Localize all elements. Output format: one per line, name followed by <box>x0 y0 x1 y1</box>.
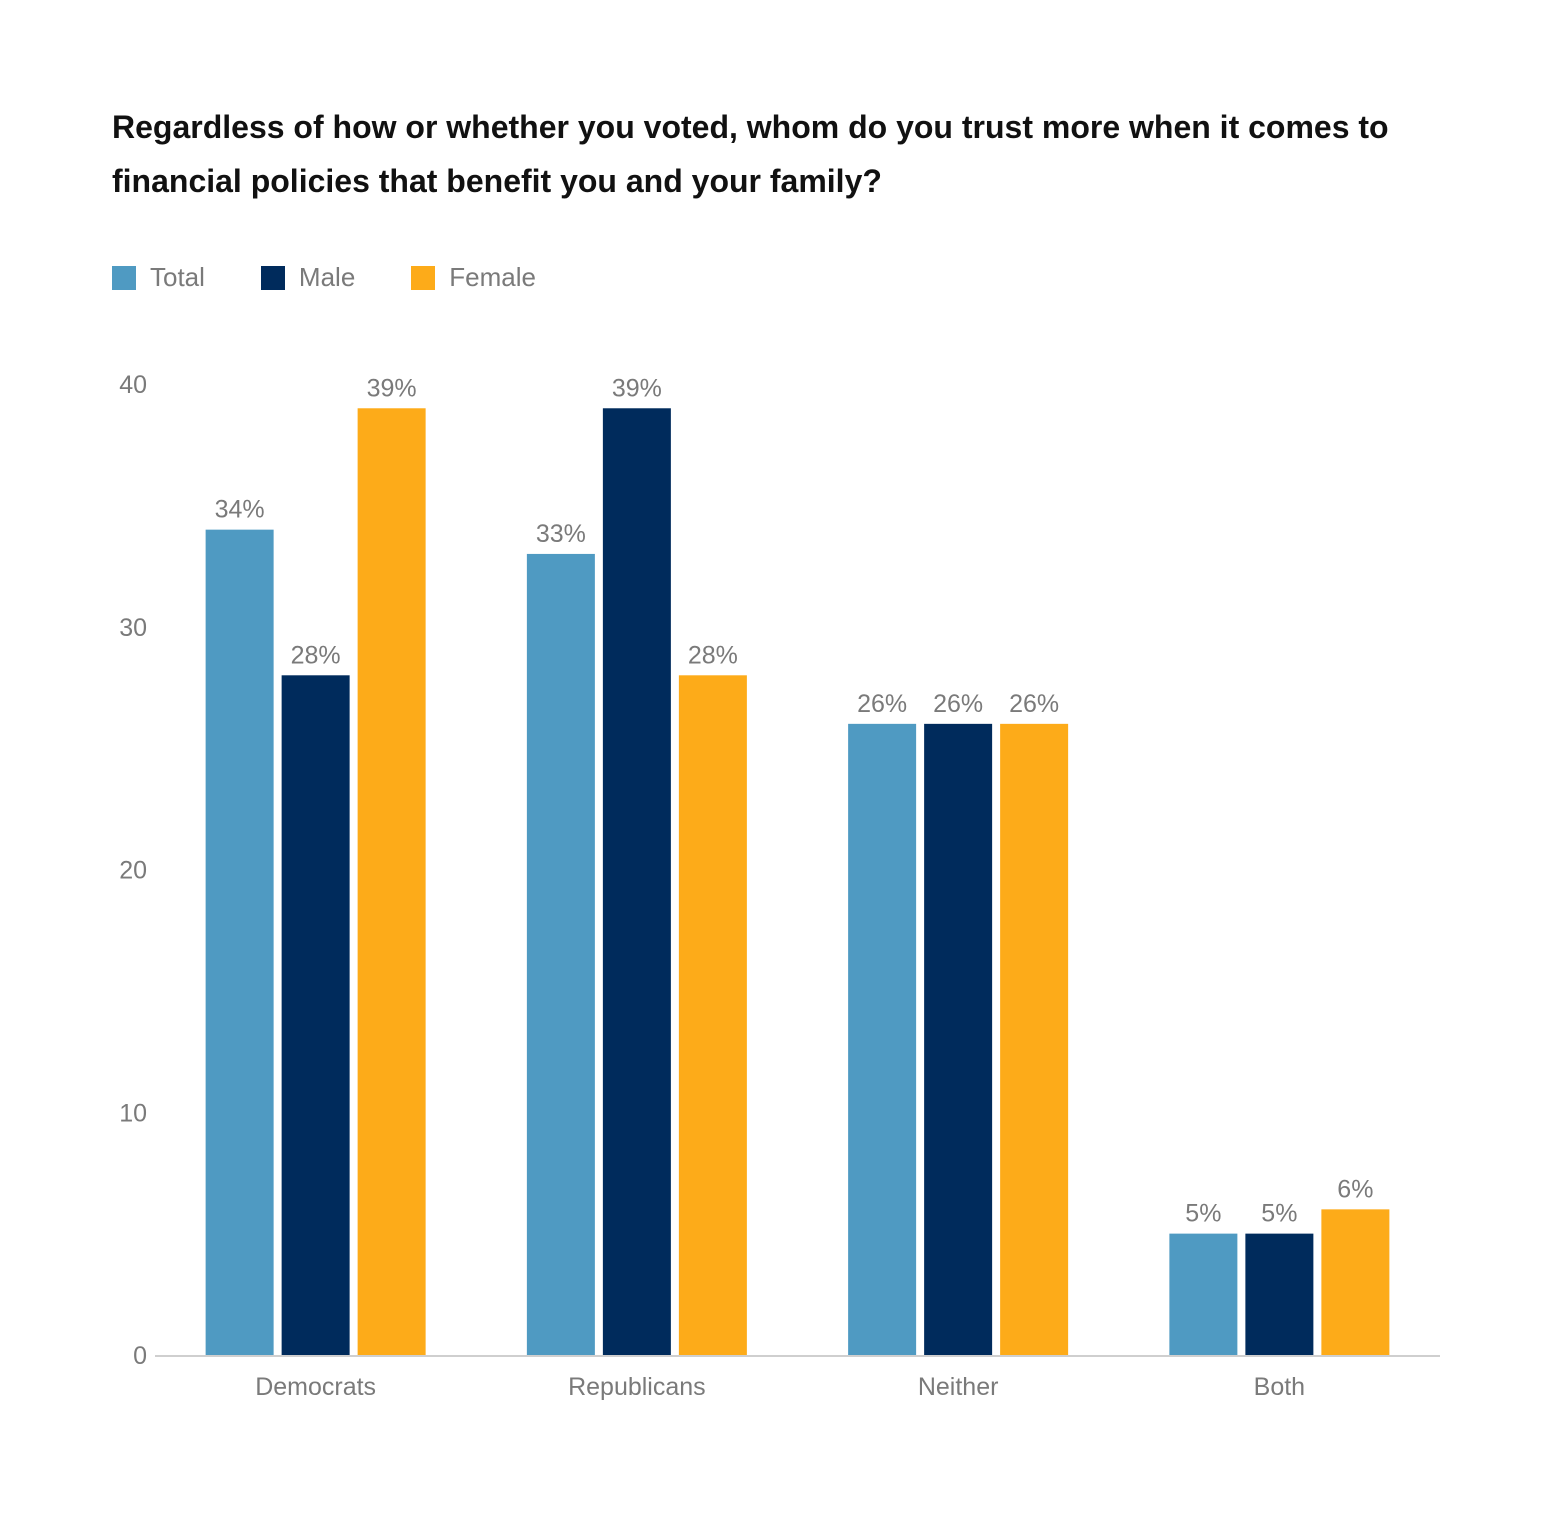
bar-female <box>1000 723 1069 1355</box>
y-tick-label: 20 <box>119 857 147 885</box>
data-label: 34% <box>215 496 265 524</box>
y-tick-label: 0 <box>133 1342 147 1370</box>
data-label: 33% <box>536 520 586 548</box>
data-label: 6% <box>1337 1175 1373 1203</box>
data-label: 5% <box>1185 1200 1221 1228</box>
data-label: 39% <box>367 374 417 402</box>
legend-item-male[interactable]: Male <box>260 262 356 293</box>
data-label: 26% <box>933 690 983 718</box>
x-category-label: Both <box>1254 1373 1305 1401</box>
bar-male <box>602 408 671 1355</box>
x-category-label: Democrats <box>255 1373 376 1401</box>
legend-item-total[interactable]: Total <box>112 262 205 293</box>
legend-swatch-total <box>112 265 136 290</box>
legend-label-female: Female <box>449 262 536 292</box>
chart-title: Regardless of how or whether you voted, … <box>112 109 1389 199</box>
legend-label-total: Total <box>150 262 205 292</box>
legend-label-male: Male <box>298 262 356 292</box>
bar-male <box>1245 1233 1314 1355</box>
data-label: 26% <box>857 690 907 718</box>
bar-total <box>526 553 595 1355</box>
bar-female <box>1321 1209 1390 1355</box>
bar-male <box>281 675 350 1355</box>
legend: Total Male Female <box>112 262 592 293</box>
bar-total <box>1169 1233 1238 1355</box>
data-label: 28% <box>291 641 341 669</box>
y-tick-label: 30 <box>119 614 147 642</box>
x-category-label: Neither <box>918 1373 999 1401</box>
bar-male <box>924 723 993 1355</box>
bar-female <box>357 408 426 1355</box>
data-label: 39% <box>612 374 662 402</box>
bar-female <box>678 675 747 1355</box>
legend-swatch-female <box>411 265 436 290</box>
data-label: 5% <box>1261 1200 1297 1228</box>
y-tick-label: 40 <box>119 371 147 399</box>
bar-total <box>205 529 274 1355</box>
x-category-label: Republicans <box>568 1373 706 1401</box>
bar-total <box>848 723 917 1355</box>
legend-swatch-male <box>260 265 285 290</box>
data-label: 26% <box>1009 690 1059 718</box>
legend-item-female[interactable]: Female <box>411 262 536 293</box>
y-tick-label: 10 <box>119 1099 147 1127</box>
data-label: 28% <box>688 641 738 669</box>
